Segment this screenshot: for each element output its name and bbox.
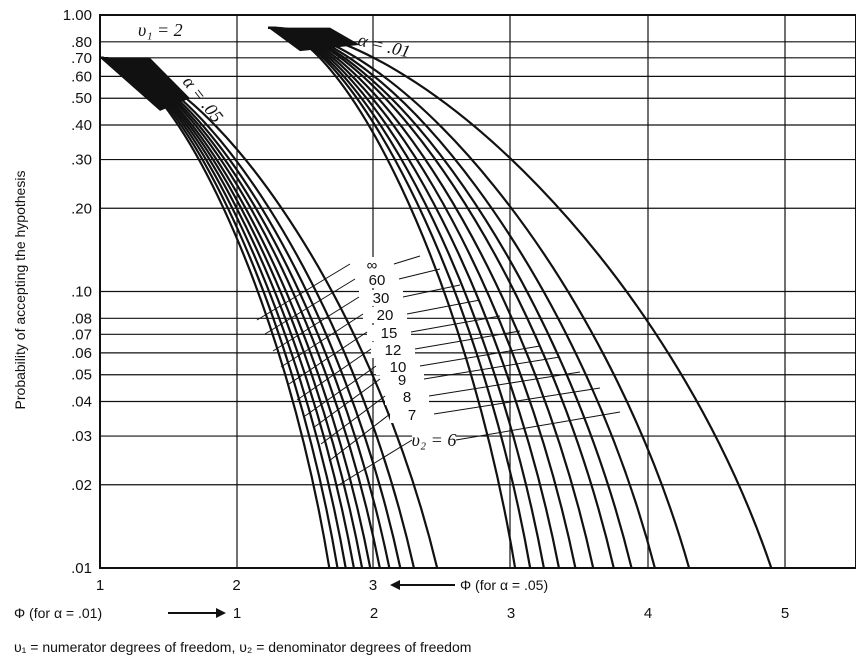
df-label-bg [359,290,403,306]
df-label-group: 20 [280,299,481,368]
pointer-left [280,313,364,368]
x-axis-label-alpha01: Φ (for α = .01) [14,605,102,621]
footnote: υ₁ = numerator degrees of freedom, υ₂ = … [14,639,471,655]
y-tick-label: .05 [71,367,92,384]
arrow-alpha01-head [216,608,226,618]
curves [99,26,773,569]
df-label-bg [385,389,429,405]
df-label: υ₂ = 6 [412,430,457,450]
df-label: 20 [377,307,394,324]
pointer-right [423,356,561,380]
x-axes: 1 2 3 Φ (for α = .05) Φ (for α = .01) 1 2 3 4 5 [14,577,789,622]
df-label-group: 8 [320,371,581,445]
nu1-label: υ₁ = 2 [138,20,183,40]
df-label: ∞ [367,257,378,274]
y-tick-label: .10 [71,284,92,301]
pointer-left [256,263,351,321]
pointer-right [419,345,541,367]
y-tick-label: .80 [71,34,92,51]
pointer-left [336,439,413,487]
y-tick-label: .01 [71,560,92,577]
y-tick-label: .08 [71,310,92,327]
x-tick-alpha01: 5 [781,605,789,622]
pointer-right [402,284,461,298]
pointer-left [304,365,377,417]
y-tick-label: .20 [71,200,92,217]
pointer-left [320,395,386,445]
power-curve [99,56,402,569]
y-tick-label: .02 [71,477,92,494]
x-tick-alpha05: 2 [232,577,240,594]
y-tick-label: 1.00 [63,7,92,24]
df-label-group: 12 [296,330,521,401]
x-axis-label-alpha05: Φ (for α = .05) [460,577,548,593]
y-tick-label: .07 [71,326,92,343]
y-tick-label: .06 [71,345,92,362]
x-tick-alpha01: 4 [644,605,652,622]
pointer-left [264,278,356,335]
df-label: 8 [403,389,411,406]
df-label-group: 10 [304,345,541,417]
df-label-group: 7 [328,387,601,462]
x-tick-alpha05: 3 [369,577,377,594]
pointer-right [433,387,601,415]
df-label-bg [376,359,420,375]
power-curve [267,26,656,569]
df-label: 10 [390,359,407,376]
pointer-right [410,315,501,333]
y-tick-label: .04 [71,394,92,411]
y-tick-label: .70 [71,50,92,67]
curve-bundle-05 [100,57,190,111]
df-label-group: 15 [288,315,501,385]
df-label-bg [367,325,411,341]
pointer-left [272,296,360,352]
pointer-right [455,411,621,441]
power-curve [267,26,595,569]
df-label-group: ∞ [256,255,421,321]
arrow-alpha05-head [390,580,400,590]
df-label: 9 [398,372,406,389]
df-label-bg [350,257,394,273]
pointer-right [393,255,421,265]
df-label-bg [390,407,434,423]
y-tick-label: .30 [71,152,92,169]
pointer-right [428,371,581,397]
df-label-group: 9 [312,356,561,429]
x-tick-alpha05: 1 [96,577,104,594]
alpha01-label: α = .01 [356,29,412,61]
x-tick-alpha01: 1 [233,605,241,622]
pointer-right [414,330,521,350]
df-label-bg [355,272,399,288]
y-tick-labels: 1.00 .80.70.60 .50 .40 .30 .20 .10 .08.07 .06 .05… [63,7,92,577]
df-label-bg [380,372,424,388]
pointer-left [296,348,372,401]
df-label: 30 [373,290,390,307]
df-label-group: υ₂ = 6 [336,411,621,487]
y-tick-label: .60 [71,68,92,85]
y-axis-label: Probability of accepting the hypothesis [12,171,28,410]
df-label-bg [412,433,456,449]
x-tick-alpha01: 2 [370,605,378,622]
df-label-bg [363,307,407,323]
df-label: 12 [385,342,402,359]
y-tick-label: .50 [71,90,92,107]
df-label-group: 60 [264,268,441,335]
df-label: 15 [381,325,398,342]
x-tick-alpha01: 3 [507,605,515,622]
df-label: 7 [408,407,416,424]
pointer-left [328,413,391,462]
df-label: 60 [369,272,386,289]
pointer-left [288,331,368,385]
y-tick-label: .40 [71,117,92,134]
y-tick-label: .03 [71,428,92,445]
pointer-left [312,378,381,429]
df-label-bg [371,342,415,358]
pointer-right [406,299,481,315]
df-label-group: 30 [272,284,461,352]
grid [99,14,856,569]
curve-bundle-01 [268,27,360,52]
pointer-right [398,268,441,280]
